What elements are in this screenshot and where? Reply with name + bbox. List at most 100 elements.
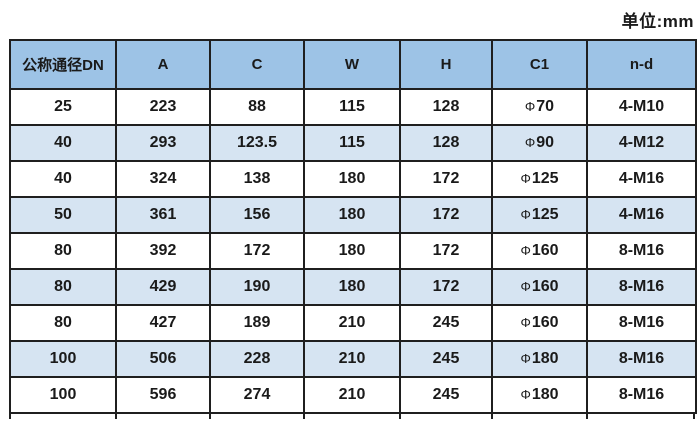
table-cell: 223 xyxy=(115,88,211,126)
table-cell: 156 xyxy=(209,196,305,234)
table-cell: 4-M10 xyxy=(586,88,697,126)
table-cell: 8-M16 xyxy=(586,304,697,342)
phi-symbol: Φ xyxy=(520,387,531,402)
phi-symbol: Φ xyxy=(524,135,536,150)
table-cell: 324 xyxy=(115,160,211,198)
table-cell: 172 xyxy=(209,232,305,270)
table-cell: 172 xyxy=(399,196,493,234)
table-cell: 506 xyxy=(115,340,211,378)
table-cell: 210 xyxy=(303,376,401,414)
table-cell: Φ90 xyxy=(491,124,588,162)
table-cell: 115 xyxy=(303,88,401,126)
table-cell: 210 xyxy=(303,304,401,342)
phi-symbol: Φ xyxy=(520,279,531,294)
table-cell: 172 xyxy=(399,160,493,198)
table-cell: 180 xyxy=(303,268,401,306)
table-cell: 25 xyxy=(9,88,117,126)
table-cell: 427 xyxy=(115,304,211,342)
table-cell: 245 xyxy=(399,304,493,342)
header-cell: C xyxy=(209,39,305,90)
header-cell: 公称通径DN xyxy=(9,39,117,90)
border-stub xyxy=(303,414,305,419)
table-row: 50 361 156 180 172 Φ125 4-M16 xyxy=(9,196,697,234)
table-row: 40 324 138 180 172 Φ125 4-M16 xyxy=(9,160,697,198)
table-cell: 8-M16 xyxy=(586,268,697,306)
table-cell: Φ180 xyxy=(491,340,588,378)
table-cell: 293 xyxy=(115,124,211,162)
table-cell: 228 xyxy=(209,340,305,378)
table-cell: 8-M16 xyxy=(586,340,697,378)
table-cell: 138 xyxy=(209,160,305,198)
table-cell: Φ70 xyxy=(491,88,588,126)
table-cell: 80 xyxy=(9,268,117,306)
table-cell: Φ160 xyxy=(491,268,588,306)
table-cell: 4-M12 xyxy=(586,124,697,162)
table-cell: 172 xyxy=(399,268,493,306)
border-stub xyxy=(693,414,695,419)
table-cell: 40 xyxy=(9,160,117,198)
phi-symbol: Φ xyxy=(520,243,531,258)
table-cell: 100 xyxy=(9,376,117,414)
border-stub xyxy=(399,414,401,419)
table-cell: 40 xyxy=(9,124,117,162)
table-cell: 100 xyxy=(9,340,117,378)
table-cell: 128 xyxy=(399,88,493,126)
table-header-row: 公称通径DN A C W H C1 n-d xyxy=(9,39,697,90)
table-cell: 210 xyxy=(303,340,401,378)
table-cell: 80 xyxy=(9,232,117,270)
table-cell: 115 xyxy=(303,124,401,162)
border-stub xyxy=(9,414,11,419)
table-cell: 50 xyxy=(9,196,117,234)
table-cell: 245 xyxy=(399,376,493,414)
table-cell: 180 xyxy=(303,232,401,270)
table-cell: 245 xyxy=(399,340,493,378)
table-cell: Φ160 xyxy=(491,232,588,270)
border-stub xyxy=(586,414,588,419)
table-row: 25 223 88 115 128 Φ70 4-M10 xyxy=(9,88,697,126)
cropped-row-border-stubs xyxy=(9,414,695,420)
table-cell: 180 xyxy=(303,196,401,234)
spec-table-container: 公称通径DN A C W H C1 n-d 25 223 88 115 128 Φ70 4-M10 40 2… xyxy=(9,39,697,420)
table-row: 80 392 172 180 172 Φ160 8-M16 xyxy=(9,232,697,270)
phi-symbol: Φ xyxy=(520,171,531,186)
table-row: 40 293 123.5 115 128 Φ90 4-M12 xyxy=(9,124,697,162)
table-cell: Φ160 xyxy=(491,304,588,342)
table-cell: Φ125 xyxy=(491,196,588,234)
header-cell: C1 xyxy=(491,39,588,90)
table-row: 80 427 189 210 245 Φ160 8-M16 xyxy=(9,304,697,342)
border-stub xyxy=(491,414,493,419)
phi-symbol: Φ xyxy=(520,315,531,330)
header-cell: A xyxy=(115,39,211,90)
phi-symbol: Φ xyxy=(520,351,531,366)
table-row: 100 506 228 210 245 Φ180 8-M16 xyxy=(9,340,697,378)
table-cell: 8-M16 xyxy=(586,232,697,270)
table-cell: 4-M16 xyxy=(586,196,697,234)
header-cell: H xyxy=(399,39,493,90)
table-cell: 8-M16 xyxy=(586,376,697,414)
unit-label: 单位:mm xyxy=(621,12,694,31)
table-cell: 172 xyxy=(399,232,493,270)
table-cell: 80 xyxy=(9,304,117,342)
table-cell: 123.5 xyxy=(209,124,305,162)
table-cell: 392 xyxy=(115,232,211,270)
header-cell: n-d xyxy=(586,39,697,90)
table-cell: 180 xyxy=(303,160,401,198)
table-cell: Φ125 xyxy=(491,160,588,198)
table-row: 100 596 274 210 245 Φ180 8-M16 xyxy=(9,376,697,414)
table-cell: 189 xyxy=(209,304,305,342)
table-cell: 4-M16 xyxy=(586,160,697,198)
table-cell: 361 xyxy=(115,196,211,234)
spec-table: 公称通径DN A C W H C1 n-d 25 223 88 115 128 Φ70 4-M10 40 2… xyxy=(9,39,697,414)
table-cell: 274 xyxy=(209,376,305,414)
header-cell: W xyxy=(303,39,401,90)
phi-symbol: Φ xyxy=(520,207,531,222)
table-cell: 596 xyxy=(115,376,211,414)
table-cell: 429 xyxy=(115,268,211,306)
table-body: 25 223 88 115 128 Φ70 4-M10 40 293 123.5 115 128 Φ90… xyxy=(9,88,697,414)
table-cell: 88 xyxy=(209,88,305,126)
border-stub xyxy=(209,414,211,419)
border-stub xyxy=(115,414,117,419)
phi-symbol: Φ xyxy=(524,99,536,114)
table-cell: Φ180 xyxy=(491,376,588,414)
table-row: 80 429 190 180 172 Φ160 8-M16 xyxy=(9,268,697,306)
